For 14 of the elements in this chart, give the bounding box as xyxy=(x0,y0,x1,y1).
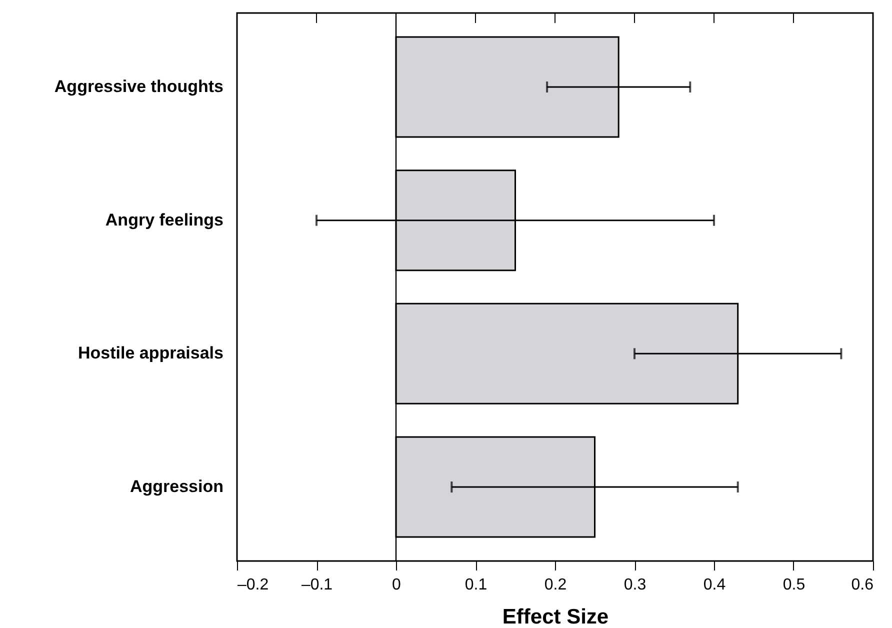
x-tick-label: 0.5 xyxy=(782,576,806,594)
y-tick-label: Angry feelings xyxy=(105,210,224,230)
x-tick-label: 0.4 xyxy=(703,576,726,594)
x-tick-label: 0.6 xyxy=(851,576,874,594)
x-tick-label: 0.2 xyxy=(544,576,567,594)
x-tick-label: 0 xyxy=(392,576,402,594)
y-tick-label: Aggressive thoughts xyxy=(54,77,224,96)
x-axis-title: Effect Size xyxy=(502,606,609,628)
y-tick-label: Hostile appraisals xyxy=(78,344,224,363)
x-tick-label: –0.2 xyxy=(238,576,269,594)
x-tick-label: 0.3 xyxy=(624,576,646,594)
x-tick-label: 0.1 xyxy=(464,576,488,594)
y-tick-label: Aggression xyxy=(130,477,224,496)
x-tick-label: –0.1 xyxy=(301,576,333,594)
